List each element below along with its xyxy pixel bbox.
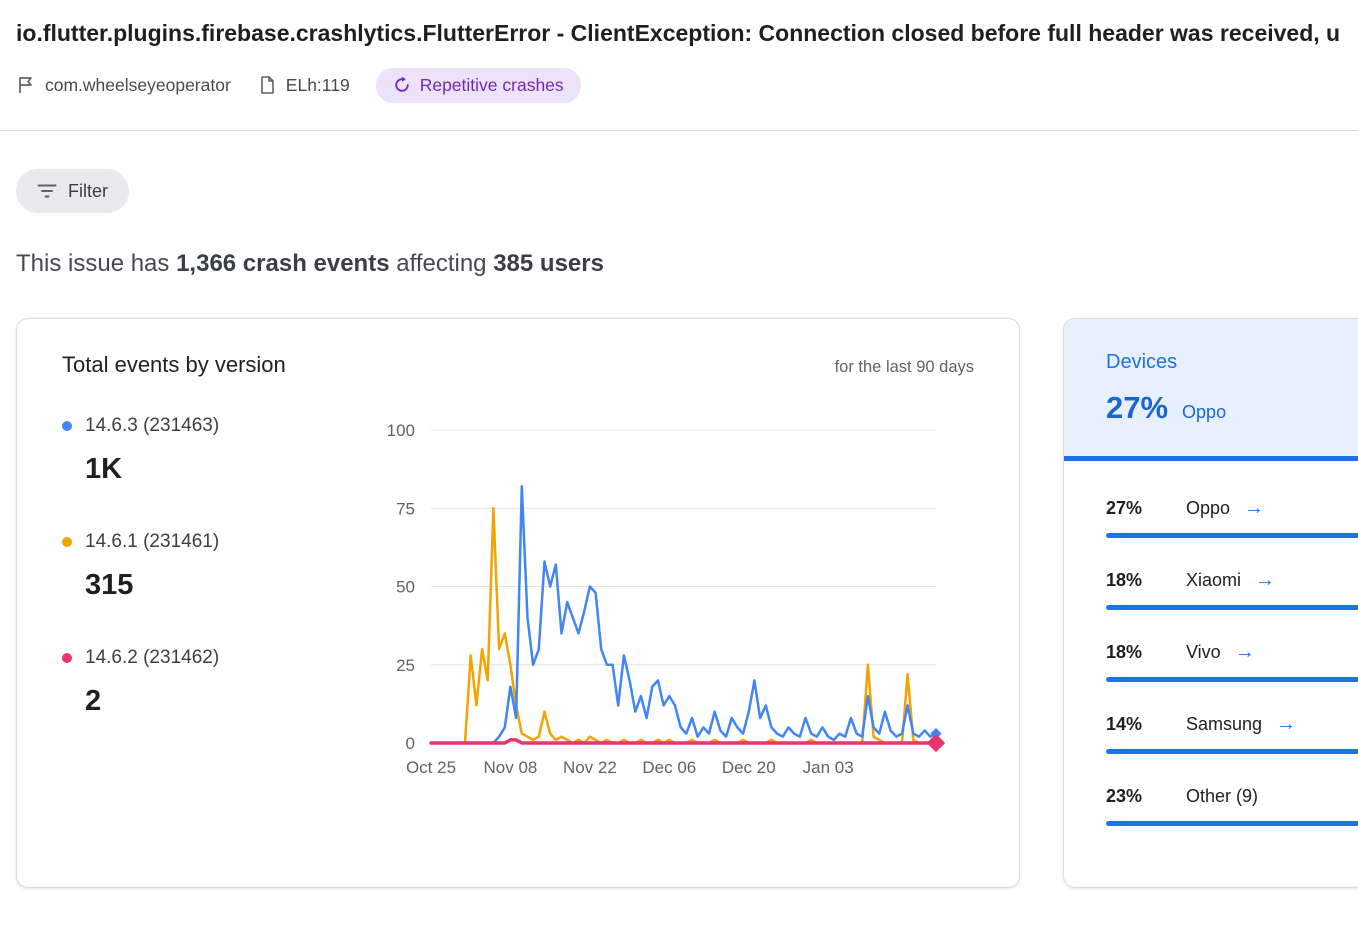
device-name: Xiaomi bbox=[1186, 569, 1242, 590]
device-row-xiaomi[interactable]: 18% Xiaomi → bbox=[1106, 569, 1358, 610]
legend-count: 2 bbox=[85, 685, 102, 717]
device-percent: 27% bbox=[1106, 497, 1143, 518]
series-dot-blue bbox=[62, 421, 72, 431]
repetitive-crashes-badge[interactable]: Repetitive crashes bbox=[375, 67, 581, 103]
devices-card: Devices 27% Oppo 27% Oppo → 18% Xiaomi bbox=[1063, 318, 1358, 888]
device-percent: 23% bbox=[1106, 785, 1143, 806]
devices-top-stat: 27% Oppo bbox=[1106, 390, 1358, 426]
device-row-samsung[interactable]: 14% Samsung → bbox=[1106, 713, 1358, 754]
device-share-bar bbox=[1106, 533, 1358, 538]
badge-label: Repetitive crashes bbox=[419, 74, 564, 95]
issue-summary: This issue has 1,366 crash events affect… bbox=[16, 250, 604, 278]
svg-text:Dec 06: Dec 06 bbox=[642, 758, 696, 777]
filter-icon bbox=[37, 184, 57, 198]
devices-header: Devices 27% Oppo bbox=[1064, 319, 1358, 456]
arrow-right-icon[interactable]: → bbox=[1255, 568, 1276, 591]
svg-text:75: 75 bbox=[396, 499, 415, 518]
svg-text:Dec 20: Dec 20 bbox=[722, 758, 776, 777]
device-percent: 14% bbox=[1106, 713, 1143, 734]
users-count: 385 users bbox=[493, 250, 604, 277]
filter-button[interactable]: Filter bbox=[16, 169, 129, 213]
package-name: com.wheelseyeoperator bbox=[16, 75, 231, 96]
device-name: Vivo bbox=[1186, 641, 1221, 662]
devices-top-percent: 27% bbox=[1106, 390, 1169, 425]
issue-id: ELh:119 bbox=[257, 75, 350, 96]
svg-text:Jan 03: Jan 03 bbox=[803, 758, 854, 777]
devices-list: 27% Oppo → 18% Xiaomi → 18% Vivo → bbox=[1064, 461, 1358, 826]
svg-text:Oct 25: Oct 25 bbox=[406, 758, 456, 777]
device-name: Samsung bbox=[1186, 713, 1263, 734]
filter-button-label: Filter bbox=[68, 180, 108, 201]
arrow-right-icon[interactable]: → bbox=[1234, 640, 1255, 663]
svg-text:50: 50 bbox=[396, 578, 415, 597]
devices-header-bar bbox=[1064, 456, 1358, 461]
device-share-bar bbox=[1106, 749, 1358, 754]
device-share-bar bbox=[1106, 677, 1358, 682]
crash-events-count: 1,366 crash events bbox=[176, 250, 390, 277]
device-row-vivo[interactable]: 18% Vivo → bbox=[1106, 641, 1358, 682]
legend-item-14-6-2: 14.6.2 (231462) 2 bbox=[62, 647, 219, 719]
device-row-oppo[interactable]: 27% Oppo → bbox=[1106, 497, 1358, 538]
events-card-period: for the last 90 days bbox=[834, 358, 974, 376]
events-by-version-card: Total events by version for the last 90 … bbox=[16, 318, 1020, 888]
document-icon bbox=[260, 76, 274, 94]
svg-text:100: 100 bbox=[387, 421, 415, 440]
events-card-title: Total events by version bbox=[62, 352, 286, 377]
summary-prefix: This issue has bbox=[16, 250, 177, 277]
legend-version-label: 14.6.3 (231463) bbox=[85, 415, 220, 436]
events-line-chart: 0 25 50 75 100 Oct 25 Nov 08 Nov 22 Dec 06 Dec 20… bbox=[387, 421, 946, 777]
arrow-right-icon[interactable]: → bbox=[1276, 712, 1297, 735]
version-legend: 14.6.3 (231463) 1K 14.6.1 (231461) 315 1… bbox=[62, 415, 219, 763]
device-percent: 18% bbox=[1106, 641, 1143, 662]
devices-card-title: Devices bbox=[1106, 351, 1178, 373]
flag-icon bbox=[19, 77, 32, 93]
device-row-other[interactable]: 23% Other (9) bbox=[1106, 785, 1358, 826]
header-divider bbox=[0, 130, 1358, 131]
svg-text:25: 25 bbox=[396, 656, 415, 675]
devices-top-name: Oppo bbox=[1182, 402, 1227, 422]
issue-title: io.flutter.plugins.firebase.crashlytics.… bbox=[16, 20, 1341, 46]
device-share-bar bbox=[1106, 605, 1358, 610]
svg-text:0: 0 bbox=[406, 734, 415, 753]
series-dot-orange bbox=[62, 537, 72, 547]
legend-version-label: 14.6.1 (231461) bbox=[85, 531, 220, 552]
package-name-label: com.wheelseyeoperator bbox=[45, 74, 231, 95]
issue-id-label: ELh:119 bbox=[285, 74, 350, 95]
legend-count: 315 bbox=[85, 569, 134, 601]
device-share-bar bbox=[1106, 821, 1358, 826]
series-dot-pink bbox=[62, 653, 72, 663]
device-percent: 18% bbox=[1106, 569, 1143, 590]
summary-middle: affecting bbox=[389, 250, 494, 277]
repeat-icon bbox=[395, 76, 409, 92]
legend-count: 1K bbox=[85, 453, 123, 485]
legend-version-label: 14.6.2 (231462) bbox=[85, 647, 220, 668]
legend-item-14-6-3: 14.6.3 (231463) 1K bbox=[62, 415, 219, 487]
svg-text:Nov 22: Nov 22 bbox=[563, 758, 617, 777]
legend-item-14-6-1: 14.6.1 (231461) 315 bbox=[62, 531, 219, 603]
issue-meta-row: com.wheelseyeoperator ELh:119 Repetitive… bbox=[16, 67, 581, 103]
device-name: Oppo bbox=[1186, 497, 1231, 518]
arrow-right-icon[interactable]: → bbox=[1244, 496, 1265, 519]
device-name: Other (9) bbox=[1186, 785, 1259, 806]
svg-text:Nov 08: Nov 08 bbox=[484, 758, 538, 777]
